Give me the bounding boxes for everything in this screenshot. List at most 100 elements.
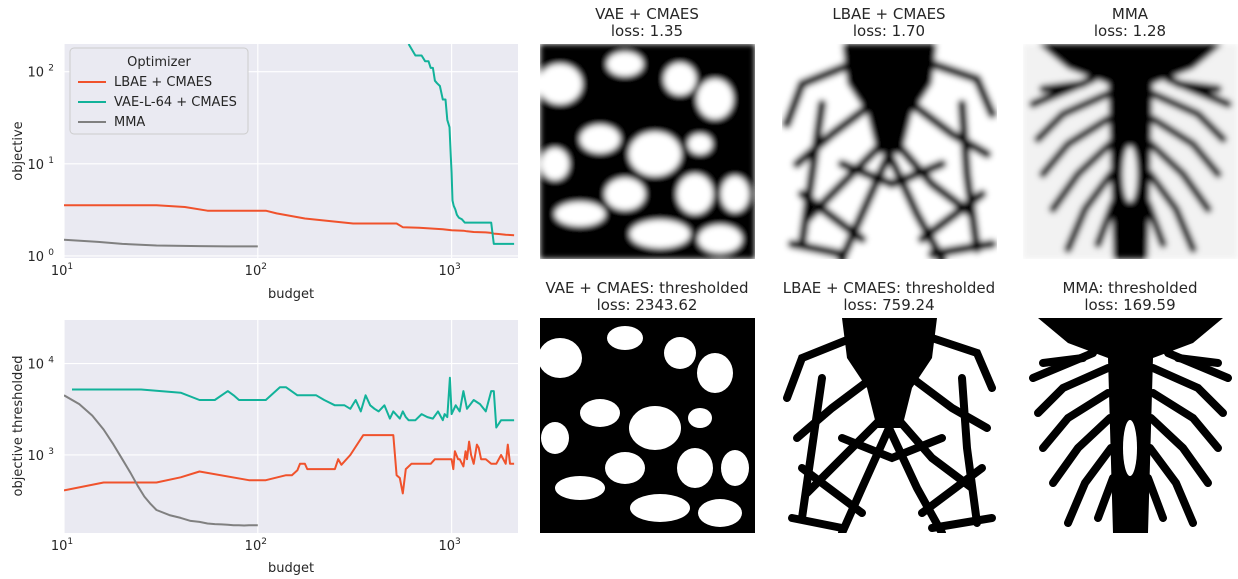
x-tick-labels: 101 102 103 xyxy=(51,537,461,554)
void-region xyxy=(555,202,605,226)
series-line-mma xyxy=(64,238,258,248)
material-branch xyxy=(1144,200,1167,248)
design-panel-lbae-thresholded: LBAE + CMAES: thresholded loss: 759.24 xyxy=(782,279,997,533)
material-branch xyxy=(1094,474,1117,522)
void-region xyxy=(555,476,605,500)
panel-title: LBAE + CMAES xyxy=(832,5,945,23)
y-tick-label: 10 0 xyxy=(27,248,54,265)
panel-subtitle: loss: 2343.62 xyxy=(597,296,698,314)
material-strut xyxy=(927,59,997,119)
series-line-mma xyxy=(64,394,258,527)
material-strut xyxy=(793,374,876,442)
void-region xyxy=(664,63,696,95)
material-branch xyxy=(1164,75,1232,108)
x-tick-label: 101 xyxy=(51,262,73,279)
material-region xyxy=(842,318,937,428)
y-tick-label: 10 1 xyxy=(27,156,54,173)
design-image xyxy=(1023,44,1238,259)
material-strut xyxy=(928,514,996,532)
x-axis-label: budget xyxy=(268,287,314,302)
material-strut xyxy=(885,424,946,533)
y-tick-label: 10 4 xyxy=(27,356,54,373)
legend-box xyxy=(69,47,249,135)
material-strut xyxy=(918,464,986,517)
series-line-vae xyxy=(72,376,515,429)
void-region xyxy=(541,148,569,180)
panel-title: MMA xyxy=(1112,5,1149,23)
legend: Optimizer LBAE + CMAES VAE-L-64 + CMAES … xyxy=(69,47,249,135)
material-strut xyxy=(792,99,877,169)
material-branch xyxy=(1029,349,1097,382)
material-strut xyxy=(884,149,947,259)
void-region xyxy=(540,64,582,104)
void-region xyxy=(629,406,681,450)
material-branch xyxy=(1034,90,1112,143)
panel-title: VAE + CMAES xyxy=(595,5,699,23)
void-region xyxy=(1123,146,1137,202)
design-panel-lbae-soft: LBAE + CMAES loss: 1.70 xyxy=(782,5,997,259)
material-strut xyxy=(797,189,867,244)
design-panel-vae-soft: VAE + CMAES loss: 1.35 xyxy=(540,5,755,259)
panel-title: VAE + CMAES: thresholded xyxy=(545,279,748,297)
material-branch xyxy=(1147,140,1212,213)
series-group xyxy=(64,44,515,248)
panel-subtitle: loss: 759.24 xyxy=(843,296,934,314)
design-panel-mma-thresholded: MMA: thresholded loss: 169.59 xyxy=(1023,279,1238,533)
x-tick-label: 101 xyxy=(51,537,73,554)
void-region xyxy=(605,178,645,210)
x-tick-label: 102 xyxy=(245,537,267,554)
material-branch xyxy=(1147,414,1212,487)
legend-title: Optimizer xyxy=(127,55,191,70)
material-strut xyxy=(907,99,992,159)
legend-label-lbae: LBAE + CMAES xyxy=(114,75,212,90)
void-region xyxy=(629,132,681,176)
material-strut xyxy=(798,464,866,517)
design-image xyxy=(782,318,997,533)
material-branch xyxy=(1149,364,1227,417)
void-region xyxy=(677,448,713,488)
series-group xyxy=(64,376,515,527)
gridlines xyxy=(63,44,518,258)
panel-subtitle: loss: 1.28 xyxy=(1094,22,1166,40)
gridlines xyxy=(63,320,518,533)
material-strut xyxy=(797,99,827,249)
x-tick-label: 103 xyxy=(438,262,460,279)
void-region xyxy=(541,422,569,454)
panel-title: LBAE + CMAES: thresholded xyxy=(783,279,995,297)
material-branch xyxy=(1039,389,1112,452)
material-strut xyxy=(783,334,856,402)
material-strut xyxy=(928,334,996,392)
material-branch xyxy=(1094,200,1117,248)
panel-subtitle: loss: 1.35 xyxy=(611,22,683,40)
void-region xyxy=(607,52,643,76)
legend-label-mma: MMA xyxy=(114,115,145,130)
material-strut xyxy=(957,99,982,254)
void-region xyxy=(580,399,620,427)
material-strut xyxy=(787,239,847,259)
material-strut xyxy=(958,374,981,527)
void-region xyxy=(1123,420,1137,476)
void-region xyxy=(540,338,582,378)
design-panel-mma-soft: MMA loss: 1.28 xyxy=(1023,5,1238,259)
void-region xyxy=(664,337,696,369)
panel-title: MMA: thresholded xyxy=(1062,279,1197,297)
void-region xyxy=(697,353,733,393)
y-axis-label: objective xyxy=(11,121,26,180)
y-tick-label: 10 3 xyxy=(27,447,54,464)
void-region xyxy=(605,452,645,484)
material-branch xyxy=(1149,115,1222,178)
void-region xyxy=(630,220,690,248)
material-strut xyxy=(892,139,977,219)
y-tick-label: 10 2 xyxy=(27,64,54,81)
plot-area xyxy=(64,320,518,533)
legend-label-vae: VAE-L-64 + CMAES xyxy=(114,95,237,110)
design-image xyxy=(782,44,997,259)
material-strut xyxy=(798,374,826,522)
material-branch xyxy=(1146,444,1197,527)
material-strut xyxy=(837,149,894,259)
material-branch xyxy=(1049,140,1114,213)
